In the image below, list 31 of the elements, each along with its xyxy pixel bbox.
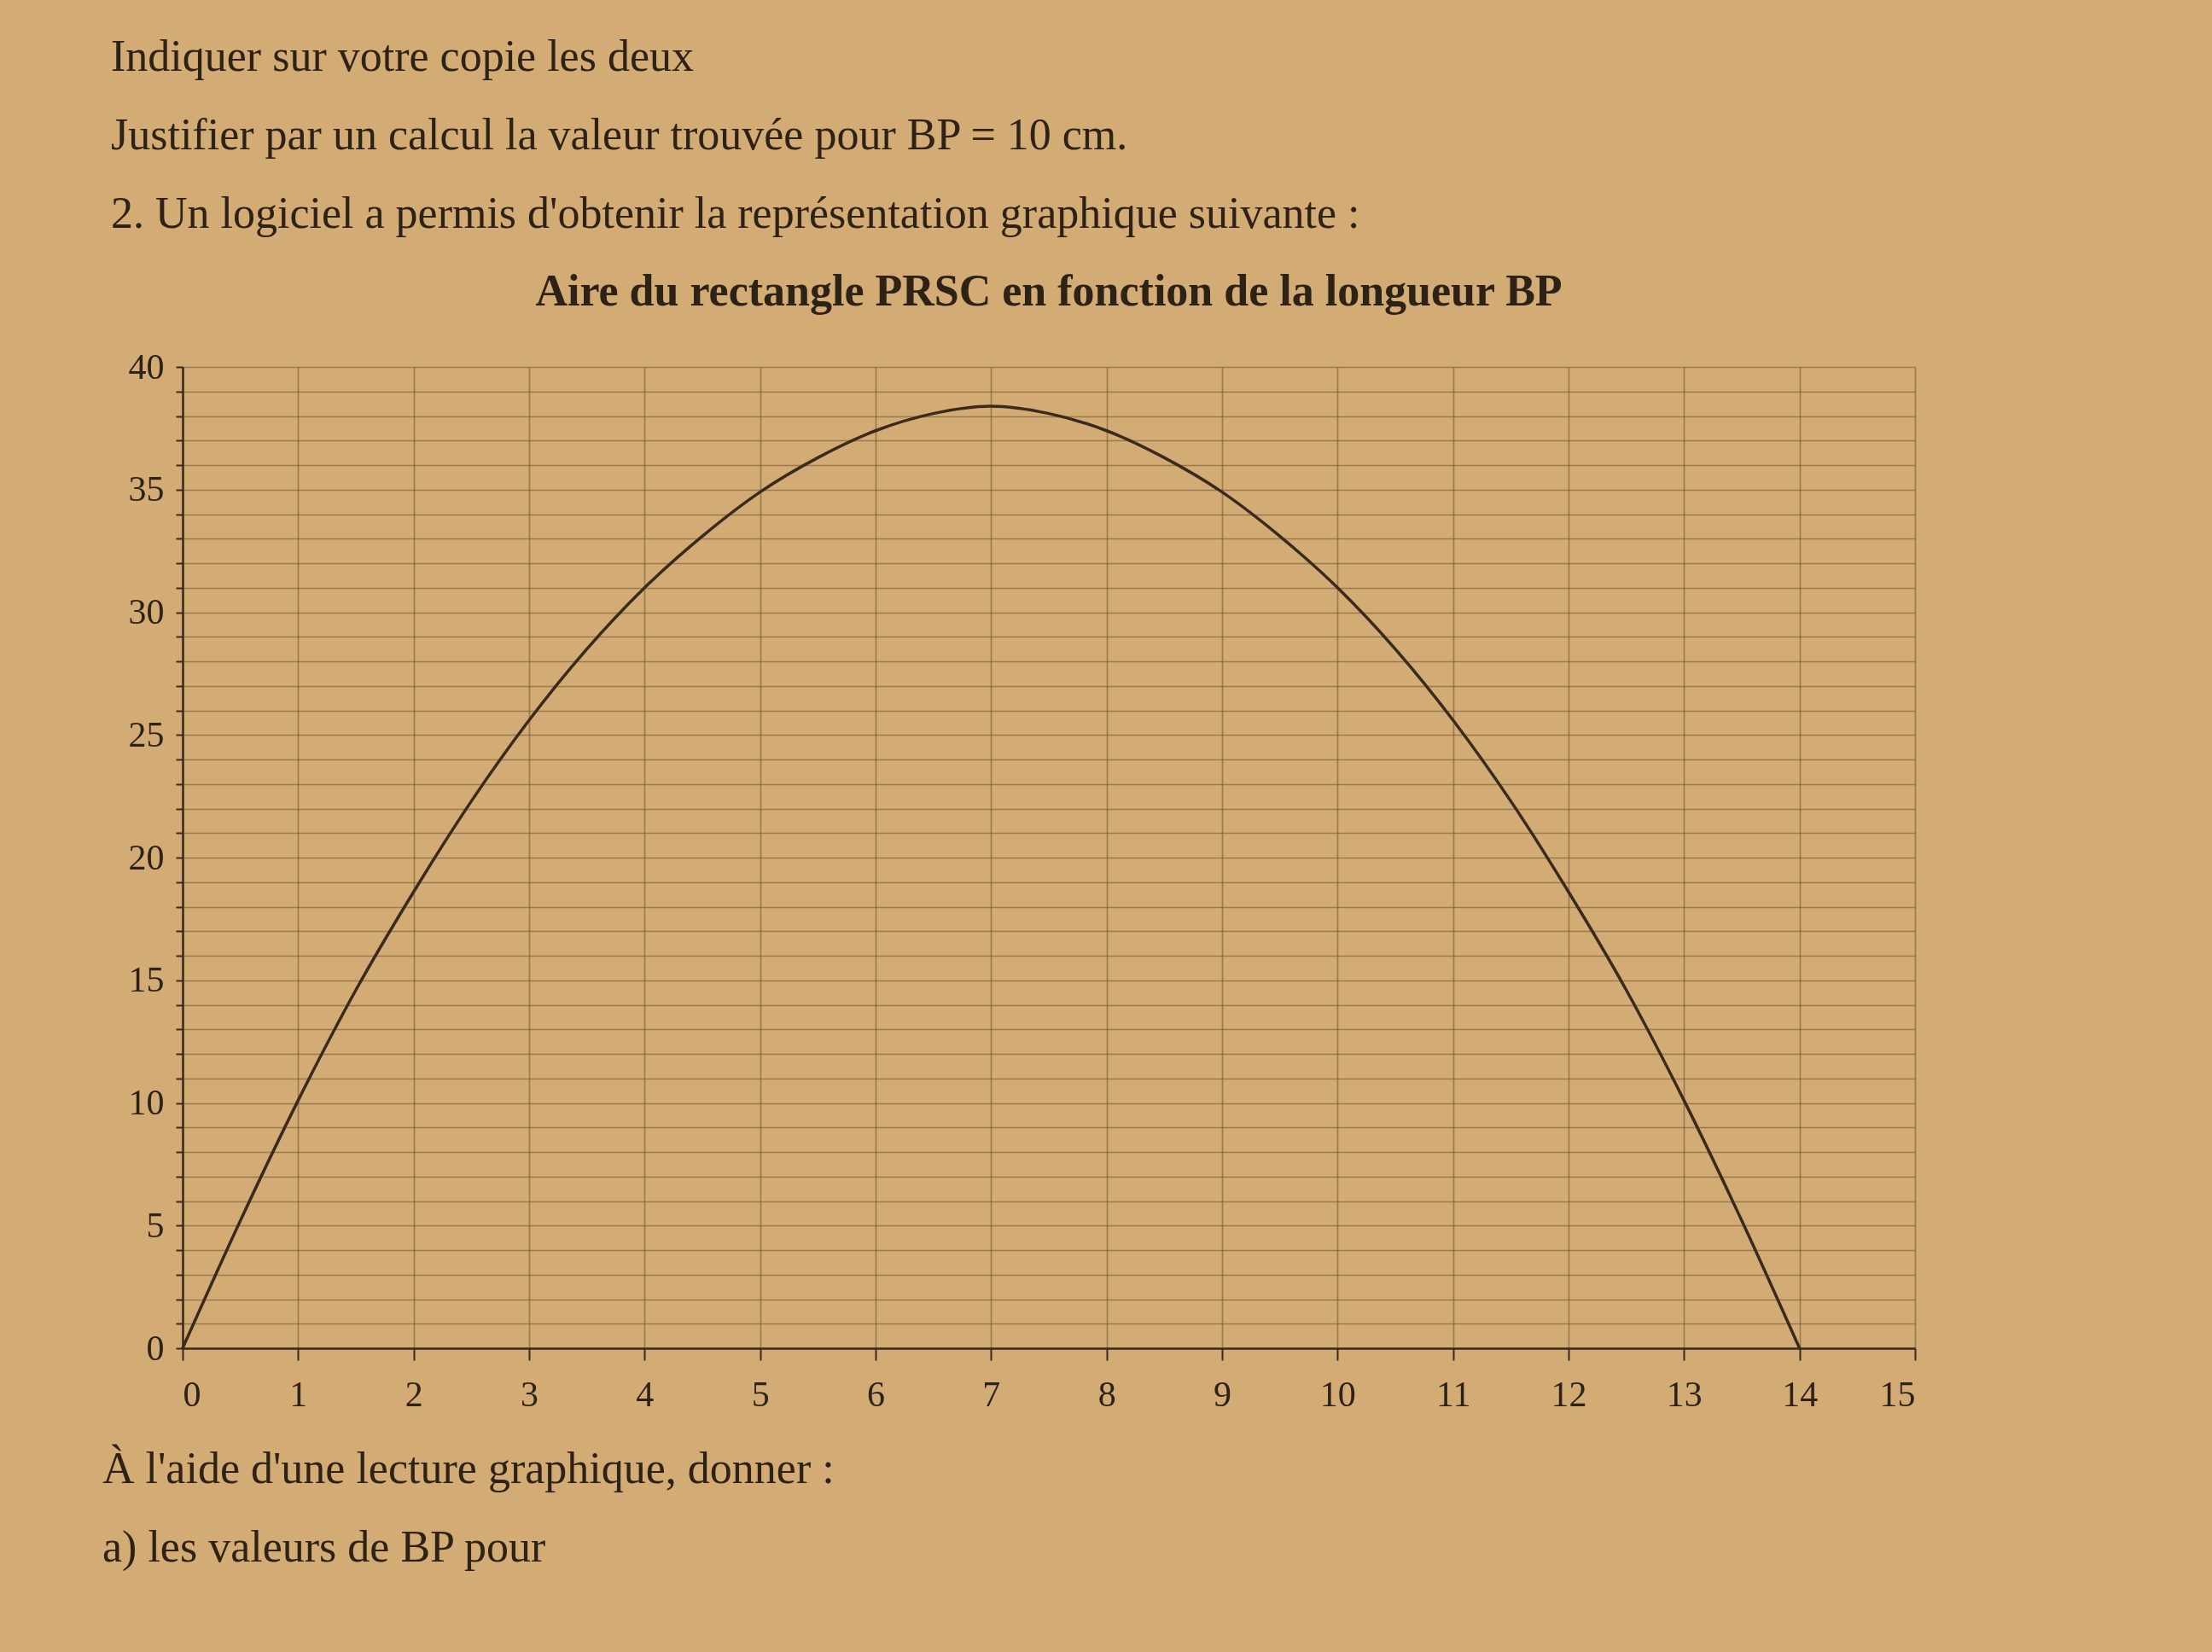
- y-tick-label: 5: [146, 1205, 165, 1245]
- x-tick-label: 11: [1435, 1374, 1471, 1414]
- text: a) les valeurs de BP pour: [102, 1521, 547, 1573]
- y-tick-label: 30: [128, 592, 165, 631]
- text: 2. Un logiciel a permis d'obtenir la représentation graphique suivante :: [111, 188, 1361, 239]
- x-tick-label: 7: [982, 1374, 1001, 1414]
- x-tick-label: 3: [521, 1374, 538, 1414]
- y-tick-label: 0: [146, 1328, 165, 1368]
- x-tick-label: 4: [636, 1374, 655, 1414]
- x-tick-label: 5: [751, 1374, 770, 1414]
- text: Indiquer sur votre copie les deux: [111, 31, 695, 82]
- x-tick-label: 2: [405, 1374, 423, 1414]
- x-tick-label: 6: [867, 1374, 885, 1414]
- chart-title: Aire du rectangle PRSC en fonction de la longueur BP: [535, 266, 1563, 315]
- y-tick-label: 20: [128, 837, 165, 877]
- x-tick-label: 1: [289, 1374, 308, 1414]
- text: Justifier par un calcul la valeur trouvée pour BP = 10 cm.: [111, 109, 1129, 160]
- y-tick-label: 15: [128, 960, 165, 1000]
- text: À l'aide d'une lecture graphique, donner :: [102, 1443, 835, 1494]
- x-tick-label: 8: [1097, 1374, 1116, 1414]
- x-tick-label: 14: [1782, 1374, 1819, 1414]
- x-tick-label: 12: [1551, 1374, 1587, 1414]
- y-tick-label: 25: [128, 714, 165, 754]
- x-tick-label: 0: [183, 1374, 201, 1414]
- y-tick-label: 35: [128, 469, 165, 509]
- x-tick-label: 10: [1319, 1374, 1356, 1414]
- y-tick-label: 40: [128, 346, 165, 387]
- x-tick-label: 13: [1666, 1374, 1703, 1414]
- x-tick-label: 15: [1879, 1374, 1916, 1414]
- y-tick-label: 10: [128, 1083, 165, 1122]
- x-tick-label: 9: [1214, 1374, 1231, 1414]
